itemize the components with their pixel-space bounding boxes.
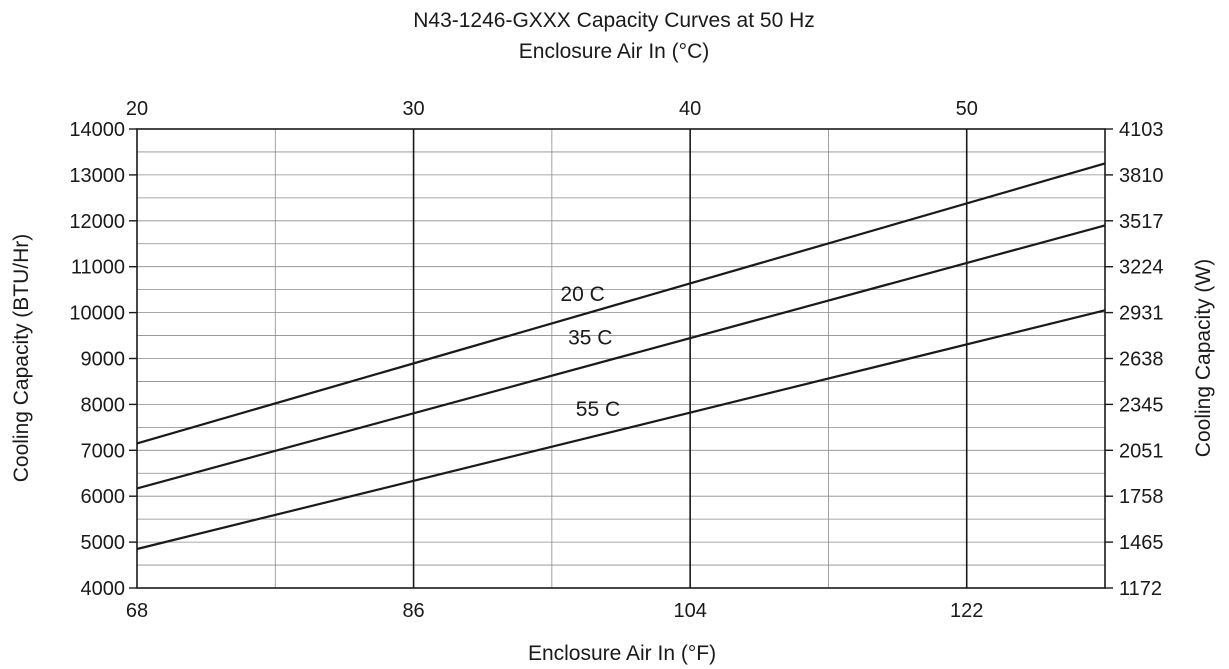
y-tick-label: 13000 bbox=[69, 165, 125, 187]
series-label: 55 C bbox=[576, 398, 620, 421]
y-tick-label: 6000 bbox=[81, 486, 126, 508]
x-top-tick-label: 30 bbox=[402, 98, 424, 120]
y-tick-label: 8000 bbox=[81, 394, 126, 416]
series-line-20-c bbox=[136, 162, 1106, 445]
x-axis-label: Enclosure Air In (°F) bbox=[528, 642, 716, 665]
y2-tick-label: 3810 bbox=[1119, 165, 1164, 187]
series-line-35-c bbox=[136, 224, 1106, 490]
y-tick-label: 7000 bbox=[81, 440, 126, 462]
y-tick-label: 11000 bbox=[71, 257, 125, 279]
x-tick-label: 104 bbox=[673, 600, 706, 622]
chart-title: N43-1246-GXXX Capacity Curves at 50 Hz bbox=[413, 9, 815, 32]
x-top-tick-label: 50 bbox=[956, 98, 978, 120]
series-label: 20 C bbox=[560, 283, 604, 306]
y-tick-label: 10000 bbox=[69, 303, 125, 325]
y-axis-label: Cooling Capacity (BTU/Hr) bbox=[10, 234, 33, 483]
x-tick-label: 68 bbox=[126, 600, 148, 622]
x-top-tick-label: 20 bbox=[126, 98, 148, 120]
y2-tick-label: 2931 bbox=[1119, 303, 1164, 325]
x-top-tick-label: 40 bbox=[679, 98, 701, 120]
y2-tick-label: 1172 bbox=[1119, 578, 1162, 600]
series-lines bbox=[136, 162, 1106, 551]
series-label: 35 C bbox=[568, 327, 612, 350]
y-tick-label: 9000 bbox=[81, 349, 126, 371]
grid bbox=[137, 129, 1105, 588]
y-tick-label: 14000 bbox=[69, 119, 125, 141]
x-tick-label: 122 bbox=[950, 600, 983, 622]
y2-tick-label: 2638 bbox=[1119, 349, 1164, 371]
y-tick-label: 4000 bbox=[81, 578, 126, 600]
y2-tick-label: 4103 bbox=[1119, 119, 1164, 141]
y2-axis-label: Cooling Capacity (W) bbox=[1192, 259, 1215, 457]
series-line-55-c bbox=[136, 309, 1106, 551]
x-tick-label: 86 bbox=[402, 600, 424, 622]
y-tick-label: 12000 bbox=[69, 211, 125, 233]
y2-tick-label: 3224 bbox=[1119, 257, 1164, 279]
series-labels: 20 C 35 C 55 C bbox=[560, 283, 620, 421]
y-tick-label: 5000 bbox=[81, 532, 126, 554]
y2-tick-label: 2051 bbox=[1119, 440, 1164, 462]
top-axis-label: Enclosure Air In (°C) bbox=[519, 40, 709, 63]
y2-tick-label: 3517 bbox=[1119, 211, 1164, 233]
y2-tick-label: 1758 bbox=[1119, 486, 1164, 508]
tick-labels: 68 86 104 122 20 30 40 50 4000 5000 6000 7000 8000 90… bbox=[69, 98, 1163, 622]
y2-tick-label: 2345 bbox=[1119, 394, 1164, 416]
y2-tick-label: 1465 bbox=[1119, 532, 1164, 554]
